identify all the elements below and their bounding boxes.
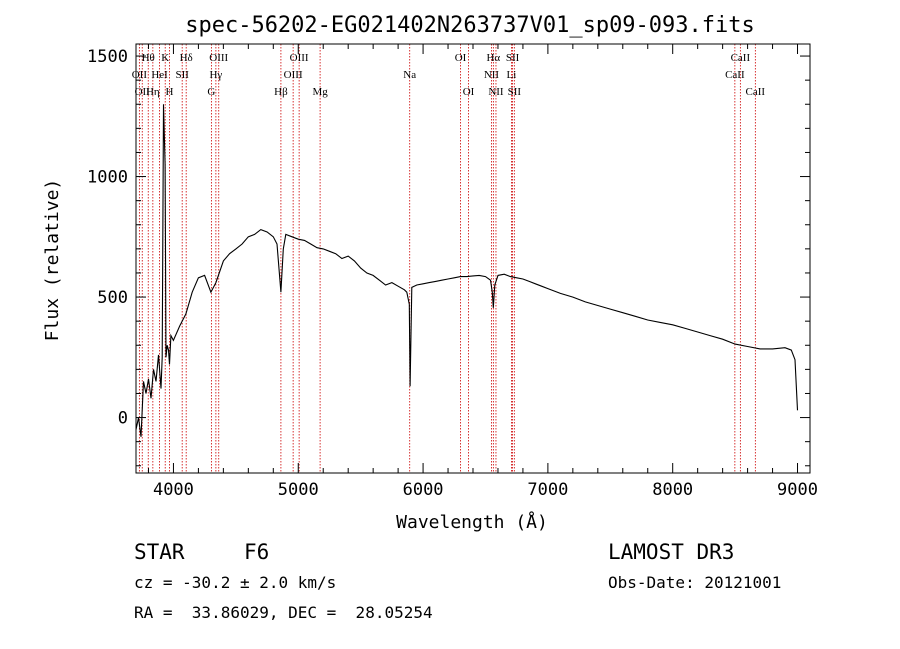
x-tick-label-1: 5000 [278,480,319,500]
y-tick-label-2: 1000 [87,168,128,188]
x-tick-label-3: 7000 [527,480,568,500]
line-marker-label-18: OI [463,86,475,98]
y-tick-label-1: 500 [97,288,128,308]
line-marker-label-6: H [165,86,173,98]
line-marker-label-24: SII [508,86,522,98]
observation-date: Obs-Date: 20121001 [608,573,782,592]
y-tick-label-3: 1500 [87,47,128,67]
line-marker-label-14: OIII [290,52,309,64]
line-marker-label-15: Mg [312,86,328,98]
line-marker-label-19: NII [484,69,500,81]
coordinates: RA = 33.86029, DEC = 28.05254 [134,603,433,622]
redshift-value: cz = -30.2 ± 2.0 km/s [134,573,337,592]
line-marker-label-4: HeI [151,69,168,81]
line-marker-label-9: G [207,86,215,98]
line-marker-label-0: OII [132,69,148,81]
x-axis: 4000 5000 6000 7000 8000 9000 [147,44,818,500]
line-marker-label-25: CaII [725,69,745,81]
line-marker-label-2: Hθ [142,52,155,64]
line-marker-label-12: Hβ [274,86,288,98]
object-type: STAR [134,540,185,564]
x-axis-label: Wavelength (Å) [396,511,548,533]
chart-title: spec-56202-EG021402N263737V01_sp09-093.f… [185,13,755,38]
line-marker-label-16: Na [403,69,416,81]
line-marker-label-10: Hγ [209,69,222,81]
y-axis: 0 500 1000 1500 [87,47,810,467]
line-marker-label-3: Hη [146,86,160,98]
plot-frame [135,43,811,474]
y-tick-label-0: 0 [118,409,128,429]
x-tick-label-4: 8000 [652,480,693,500]
line-marker-label-22: Li [507,69,517,81]
x-tick-label-5: 9000 [777,480,818,500]
line-marker-label-8: Hδ [180,52,193,64]
spectral-line-markers [138,44,756,473]
survey-name: LAMOST DR3 [608,540,735,564]
x-tick-label-0: 4000 [153,480,194,500]
spectral-subclass: F6 [244,540,270,564]
line-marker-label-20: Hα [486,52,500,64]
x-tick-label-2: 6000 [403,480,444,500]
spectral-line-labels: OIIOIIHθHηHeIKHSIIHδGHγOIIIHβOIIIOIIIMgN… [132,52,766,98]
line-marker-label-21: NII [488,86,504,98]
line-marker-label-7: SII [175,69,189,81]
spectrum-line [135,104,799,437]
line-marker-label-5: K [161,52,169,64]
line-marker-label-13: OIII [284,69,303,81]
line-marker-label-26: CaII [731,52,751,64]
line-marker-label-1: OII [135,86,151,98]
y-axis-label: Flux (relative) [42,179,63,342]
line-marker-label-23: SII [506,52,520,64]
line-marker-label-17: OI [455,52,467,64]
line-marker-label-27: CaII [746,86,766,98]
line-marker-label-11: OIII [209,52,228,64]
